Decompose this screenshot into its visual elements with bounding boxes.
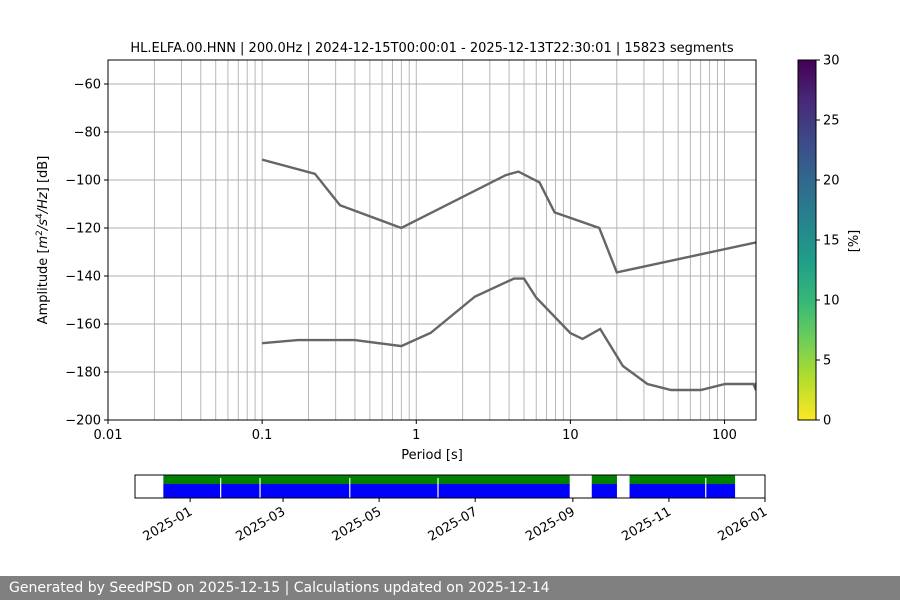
y-axis-label: Amplitude [m2/s4/Hz] [dB] bbox=[35, 156, 51, 325]
x-tick-label: 0.01 bbox=[94, 428, 123, 443]
timeline-frame bbox=[134, 474, 766, 499]
timeline-tick-label: 2025-01 bbox=[141, 504, 196, 544]
timeline-processed-bar bbox=[163, 475, 570, 484]
x-axis-ticks: 0.01 0.1 1 10 100 bbox=[94, 420, 737, 443]
x-axis-label: Period [s] bbox=[401, 448, 463, 463]
timeline-tick-label: 2026-01 bbox=[715, 504, 770, 544]
colorbar-ticks: 0 5 10 15 20 25 30 bbox=[816, 54, 840, 429]
colorbar-tick-label: 0 bbox=[823, 414, 831, 429]
timeline-gap bbox=[349, 478, 351, 498]
x-tick-label: 0.1 bbox=[252, 428, 273, 443]
noise-models bbox=[261, 158, 756, 392]
timeline-available-bar bbox=[629, 484, 736, 498]
colorbar-tick-label: 25 bbox=[823, 114, 840, 129]
y-axis-label-units: /Hz bbox=[36, 191, 51, 214]
chart-title: HL.ELFA.00.HNN | 200.0Hz | 2024-12-15T00… bbox=[130, 41, 734, 56]
colorbar-tick-label: 15 bbox=[823, 234, 840, 249]
y-tick-label: −140 bbox=[65, 270, 101, 285]
timeline-available-bar bbox=[163, 484, 570, 498]
y-tick-label: −100 bbox=[65, 174, 101, 189]
colorbar-tick-label: 30 bbox=[823, 54, 840, 69]
y-tick-label: −120 bbox=[65, 222, 101, 237]
timeline-tick-label: 2025-05 bbox=[330, 504, 385, 544]
timeline-gap bbox=[220, 478, 222, 498]
timeline-tick-label: 2025-07 bbox=[426, 504, 481, 544]
y-tick-label: −200 bbox=[65, 414, 101, 429]
x-tick-label: 1 bbox=[412, 428, 420, 443]
timeline-gap bbox=[580, 478, 582, 498]
colorbar-label: [%] bbox=[847, 230, 862, 253]
y-tick-label: −60 bbox=[74, 78, 101, 93]
coverage-timeline: 2025-01 2025-03 2025-05 2025-07 2025-09 2025-… bbox=[134, 474, 770, 545]
timeline-gap bbox=[705, 478, 707, 498]
y-axis-label-part: Amplitude [ bbox=[36, 248, 51, 324]
timeline-tick-label: 2025-03 bbox=[234, 504, 289, 544]
timeline-available-bar bbox=[591, 484, 617, 498]
y-tick-label: −80 bbox=[74, 126, 101, 141]
x-tick-label: 100 bbox=[712, 428, 737, 443]
footer-bar: Generated by SeedPSD on 2025-12-15 | Cal… bbox=[0, 576, 900, 600]
timeline-ticks: 2025-01 2025-03 2025-05 2025-07 2025-09 2025-… bbox=[141, 498, 770, 545]
colorbar-tick-label: 5 bbox=[823, 354, 831, 369]
y-axis-ticks: −60 −80 −100 −120 −140 −160 −180 −200 bbox=[65, 78, 108, 429]
plot-frame bbox=[107, 59, 757, 421]
timeline-tick-label: 2025-09 bbox=[523, 504, 578, 544]
footer-text: Generated by SeedPSD on 2025-12-15 | Cal… bbox=[9, 580, 550, 596]
new-high-noise-model-line bbox=[261, 158, 756, 274]
new-low-noise-model-line bbox=[261, 277, 756, 392]
y-axis-label-exp: 4 bbox=[35, 213, 45, 219]
timeline-gap bbox=[572, 478, 575, 498]
y-tick-label: −160 bbox=[65, 318, 101, 333]
plot-background bbox=[108, 60, 756, 420]
colorbar: 0 5 10 15 20 25 30 [%] bbox=[797, 54, 862, 429]
timeline-gap bbox=[437, 478, 439, 498]
timeline-gap bbox=[259, 478, 261, 498]
colorbar-gradient bbox=[797, 59, 817, 421]
timeline-bars bbox=[163, 475, 736, 498]
timeline-processed-bar bbox=[591, 475, 617, 484]
timeline-processed-bar bbox=[629, 475, 736, 484]
y-axis-label-exp: 2 bbox=[35, 230, 45, 236]
y-axis-label-units: /s bbox=[36, 219, 51, 231]
x-tick-label: 10 bbox=[562, 428, 579, 443]
psd-plot: 0.01 0.1 1 10 100 −60 −80 −100 −120 −140 −160 −180… bbox=[35, 41, 757, 463]
timeline-tick-label: 2025-11 bbox=[619, 504, 674, 544]
y-axis-label-end: ] [dB] bbox=[36, 156, 51, 193]
colorbar-tick-label: 10 bbox=[823, 294, 840, 309]
y-axis-label-units: m bbox=[36, 236, 51, 249]
y-tick-label: −180 bbox=[65, 366, 101, 381]
colorbar-tick-label: 20 bbox=[823, 174, 840, 189]
